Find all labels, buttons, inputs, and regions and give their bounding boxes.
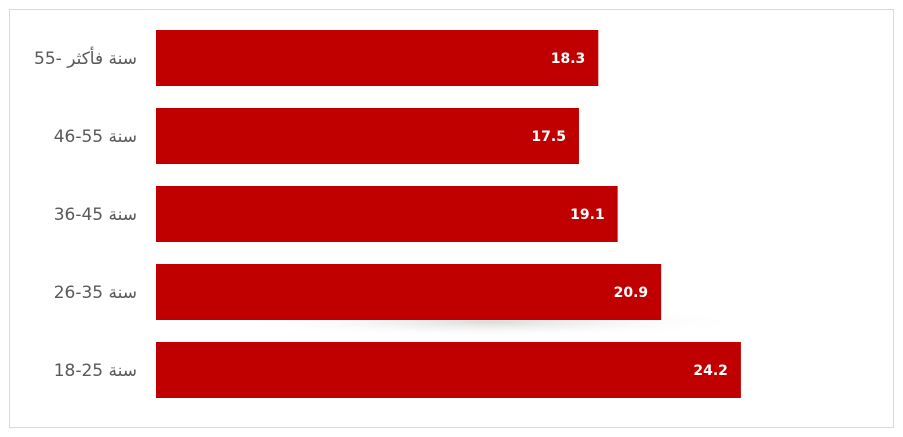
bar (156, 186, 618, 242)
bar (156, 342, 741, 398)
bar (156, 30, 599, 86)
data-label: 20.9 (614, 285, 649, 301)
category-label: 26-35 سنة (54, 283, 137, 303)
bar (156, 264, 662, 320)
category-label: 36-45 سنة (54, 205, 137, 225)
data-label: 18.3 (551, 51, 586, 67)
data-label: 17.5 (531, 129, 566, 145)
bar (156, 108, 579, 164)
data-label: 19.1 (570, 207, 605, 223)
category-label: 18-25 سنة (54, 361, 137, 381)
category-label: 46-55 سنة (54, 127, 137, 147)
bars-layer: 18.3 55- سنة فأكثر 17.5 46-55 سنة 19.1 36-45 … (34, 30, 741, 398)
data-label: 24.2 (693, 363, 728, 379)
category-label: 55- سنة فأكثر (34, 46, 137, 69)
